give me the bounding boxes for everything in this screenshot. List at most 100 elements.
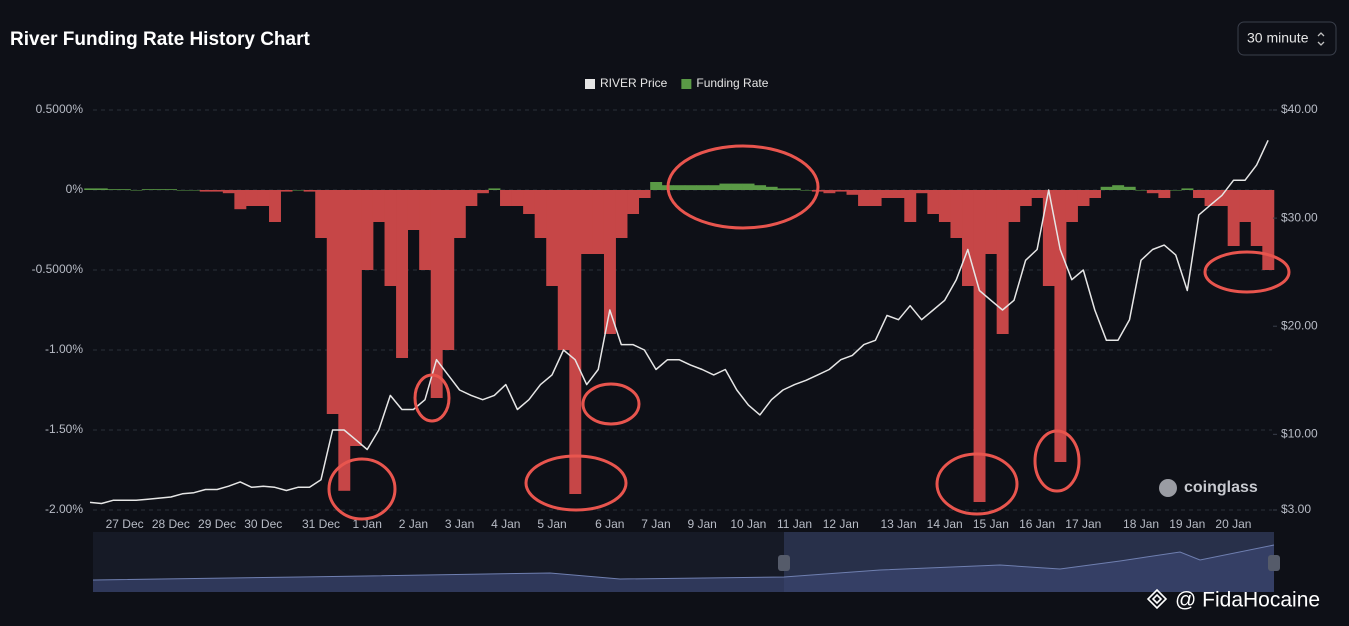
funding-bar (1216, 190, 1229, 206)
funding-bar (557, 190, 570, 350)
funding-bar (442, 190, 455, 350)
watermark: coinglass (1159, 479, 1258, 497)
funding-bar (731, 183, 743, 190)
funding-bar (488, 188, 501, 190)
price-layer (89, 139, 1269, 505)
funding-bar (1100, 186, 1113, 190)
navigator (92, 532, 1280, 592)
x-tick-label: 4 Jan (491, 517, 520, 531)
funding-bar (1031, 190, 1044, 198)
funding-bar (603, 190, 616, 334)
funding-bar (523, 190, 536, 214)
funding-bar (985, 190, 998, 254)
funding-bar (684, 185, 697, 190)
funding-bar (858, 190, 871, 206)
funding-bar (1112, 185, 1125, 190)
legend-label: RIVER Price (600, 76, 668, 90)
funding-bar (892, 190, 905, 198)
highlight-circle (581, 382, 641, 426)
axes: 0.5000% 0% -0.5000% -1.00% -1.50% -2.00% $40.0… (32, 102, 1318, 531)
funding-bar (407, 190, 420, 230)
watermark-logo (1159, 479, 1177, 497)
funding-bar (765, 186, 778, 190)
highlight-circle (524, 454, 628, 512)
funding-bar (95, 188, 108, 190)
funding-bar (384, 190, 397, 286)
funding-bar (1181, 188, 1194, 190)
funding-bar (500, 190, 512, 206)
funding-bar (788, 188, 801, 190)
funding-bar (673, 185, 686, 190)
watermark-text: coinglass (1184, 479, 1258, 496)
funding-bar (349, 190, 362, 446)
funding-bar (638, 190, 651, 198)
funding-bar (904, 190, 917, 222)
funding-bar (430, 190, 443, 398)
x-tick-label: 7 Jan (641, 517, 670, 531)
funding-bar (1135, 190, 1148, 191)
funding-bar (84, 188, 97, 190)
funding-bar (742, 183, 755, 190)
funding-bar (1123, 186, 1136, 190)
funding-bar (800, 190, 813, 191)
x-tick-label: 31 Dec (302, 517, 340, 531)
funding-bar (1262, 190, 1275, 270)
highlight-circle (666, 144, 820, 230)
navigator-area (93, 545, 1274, 592)
funding-bar (315, 190, 328, 238)
funding-bar (1054, 190, 1067, 462)
funding-bar (245, 190, 258, 206)
funding-bar (257, 190, 270, 206)
funding-bar (1227, 190, 1240, 246)
funding-area (84, 182, 1275, 502)
funding-bar (927, 190, 940, 214)
interval-select[interactable] (1237, 21, 1337, 56)
y2-tick-label: $20.00 (1281, 318, 1318, 332)
interval-label[interactable]: 30 minute (1247, 30, 1309, 46)
price-line (89, 139, 1269, 505)
x-tick-label: 19 Jan (1169, 517, 1205, 531)
funding-bar (141, 189, 154, 190)
funding-bar (592, 190, 605, 254)
funding-bar (846, 190, 859, 195)
funding-bar (1169, 190, 1182, 191)
funding-bar (707, 185, 720, 190)
funding-bar (1008, 190, 1021, 222)
funding-bar (1065, 190, 1078, 222)
funding-bar (511, 190, 524, 206)
funding-bar (696, 185, 709, 190)
funding-bar (973, 190, 986, 502)
funding-bar (823, 190, 836, 194)
x-tick-label: 20 Jan (1215, 517, 1251, 531)
funding-bar (199, 190, 212, 192)
y2-tick-label: $10.00 (1281, 426, 1318, 440)
highlight-circle (1203, 250, 1291, 294)
legend-swatch (585, 79, 595, 89)
legend: RIVER Price Funding Rate (585, 76, 769, 90)
x-tick-label: 16 Jan (1019, 517, 1055, 531)
legend-swatch (681, 79, 692, 89)
funding-bar (165, 189, 178, 190)
x-tick-label: 6 Jan (595, 517, 624, 531)
funding-bar (1193, 190, 1205, 198)
funding-bar (1146, 190, 1159, 194)
funding-bar (303, 190, 316, 192)
navigator-handle[interactable] (1268, 555, 1280, 571)
funding-bar (292, 190, 305, 191)
chart-title: River Funding Rate History Chart (10, 29, 310, 50)
x-tick-label: 30 Dec (244, 517, 282, 531)
funding-bar (188, 190, 201, 191)
navigator-handle[interactable] (778, 555, 790, 571)
funding-bar (118, 189, 131, 190)
funding-bar (1042, 190, 1055, 286)
funding-bar (569, 190, 582, 494)
funding-bar (1250, 190, 1263, 246)
y2-tick-label: $30.00 (1281, 210, 1318, 224)
x-tick-label: 17 Jan (1065, 517, 1101, 531)
y-tick-label: -1.00% (45, 342, 83, 356)
x-tick-label: 10 Jan (730, 517, 766, 531)
funding-bar (1077, 190, 1090, 206)
y-tick-label: -2.00% (45, 502, 83, 516)
y-tick-label: -1.50% (45, 422, 83, 436)
